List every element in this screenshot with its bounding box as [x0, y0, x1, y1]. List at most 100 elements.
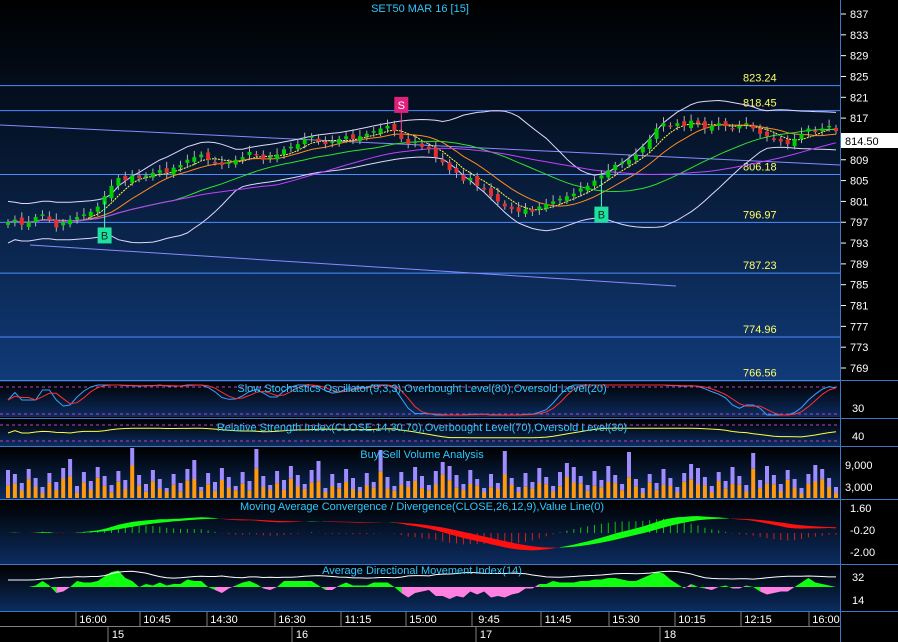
volume-buy-bar: [268, 489, 273, 498]
candle-body: [75, 217, 79, 220]
volume-buy-bar: [61, 478, 66, 498]
volume-buy-bar: [765, 483, 769, 498]
volume-buy-bar: [199, 490, 204, 498]
volume-buy-bar: [668, 486, 673, 498]
volume-sell-bar: [813, 465, 818, 482]
volume-sell-bar: [771, 475, 776, 485]
volume-buy-bar: [495, 489, 500, 498]
volume-sell-bar: [130, 448, 135, 466]
candle-body: [771, 138, 776, 140]
candle-body: [820, 128, 825, 132]
candle-body: [661, 123, 666, 127]
volume-buy-bar: [544, 484, 549, 498]
candle-body: [95, 206, 100, 212]
candle-body: [413, 141, 418, 144]
candle-body: [716, 123, 721, 126]
volume-buy-bar: [157, 488, 162, 498]
level-label: 796.97: [743, 209, 777, 221]
candle-body: [516, 207, 521, 212]
volume-sell-bar: [399, 472, 404, 485]
volume-buy-bar: [578, 483, 583, 498]
rsi-panel: Relative Strength Index(CLOSE,14,30,70),…: [0, 422, 864, 443]
volume-sell-bar: [261, 476, 266, 487]
candle-body: [440, 159, 445, 163]
volume-buy-bar: [192, 479, 197, 498]
volume-buy-bar: [585, 490, 590, 498]
candle-body: [378, 128, 383, 134]
volume-sell-bar: [54, 482, 59, 490]
adx-tick-14: 14: [852, 595, 864, 607]
volume-sell-bar: [47, 473, 52, 483]
volume-sell-bar: [40, 487, 45, 494]
date-tick-label: 15: [112, 629, 124, 641]
volume-buy-bar: [647, 482, 652, 498]
volume-sell-bar: [364, 473, 369, 486]
signal-label: B: [598, 210, 605, 222]
candle-body: [392, 123, 397, 132]
volume-sell-bar: [206, 473, 211, 485]
volume-buy-bar: [406, 486, 411, 498]
price-tick-label: 817: [850, 113, 868, 125]
volume-sell-bar: [537, 468, 542, 483]
candle-body: [523, 209, 528, 214]
candle-body: [806, 128, 811, 132]
candle-body: [192, 157, 197, 162]
volume-sell-bar: [599, 480, 604, 488]
volume-sell-bar: [302, 484, 307, 489]
volume-buy-bar: [47, 483, 52, 498]
volume-buy-bar: [392, 490, 397, 498]
volume-sell-bar: [233, 486, 238, 491]
volume-sell-bar: [709, 486, 714, 492]
candle-body: [709, 125, 714, 131]
volume-sell-bar: [420, 476, 424, 489]
volume-buy-bar: [654, 489, 659, 498]
volume-buy-bar: [633, 486, 638, 498]
candle-body: [813, 130, 818, 133]
price-tick-label: 773: [850, 342, 868, 354]
time-tick-label: 16:00: [812, 614, 840, 626]
volume-sell-bar: [702, 477, 707, 486]
candle-body: [544, 204, 549, 209]
volume-sell-bar: [6, 470, 10, 486]
candle-body: [282, 149, 286, 155]
volume-sell-bar: [475, 479, 480, 486]
candle-body: [81, 214, 86, 216]
candle-body: [330, 141, 335, 144]
volume-buy-bar: [137, 485, 142, 498]
volume-sell-bar: [723, 481, 728, 489]
candle-body: [88, 211, 93, 217]
candle-body: [489, 188, 493, 197]
volume-buy-bar: [226, 487, 231, 498]
volume-sell-bar: [516, 487, 521, 492]
candle-body: [654, 128, 659, 139]
candle-body: [150, 172, 155, 178]
volume-buy-bar: [219, 480, 224, 498]
volume-buy-bar: [206, 484, 211, 498]
candle-body: [633, 154, 638, 160]
volume-buy-bar: [558, 486, 562, 498]
volume-sell-bar: [102, 476, 107, 486]
volume-buy-bar: [12, 483, 17, 498]
signal-label: B: [101, 230, 108, 242]
volume-buy-bar: [627, 477, 631, 498]
price-tick-label: 825: [850, 71, 868, 83]
candle-body: [737, 125, 742, 129]
candle-body: [640, 146, 645, 153]
volume-buy-bar: [599, 487, 604, 498]
candle-body: [247, 151, 252, 156]
candle-body: [406, 138, 411, 145]
volume-buy-bar: [164, 491, 169, 498]
volume-sell-bar: [654, 483, 659, 490]
volume-buy-bar: [737, 484, 742, 498]
candle-body: [178, 164, 183, 168]
volume-sell-bar: [33, 478, 38, 487]
candle-body: [792, 138, 797, 147]
candle-body: [233, 159, 238, 165]
volume-sell-bar: [730, 467, 735, 485]
candle-body: [551, 201, 556, 205]
candle-body: [116, 177, 121, 186]
volume-sell-bar: [344, 469, 349, 483]
candle-body: [109, 185, 114, 199]
volume-sell-bar: [523, 473, 528, 487]
volume-buy-bar: [806, 483, 811, 498]
